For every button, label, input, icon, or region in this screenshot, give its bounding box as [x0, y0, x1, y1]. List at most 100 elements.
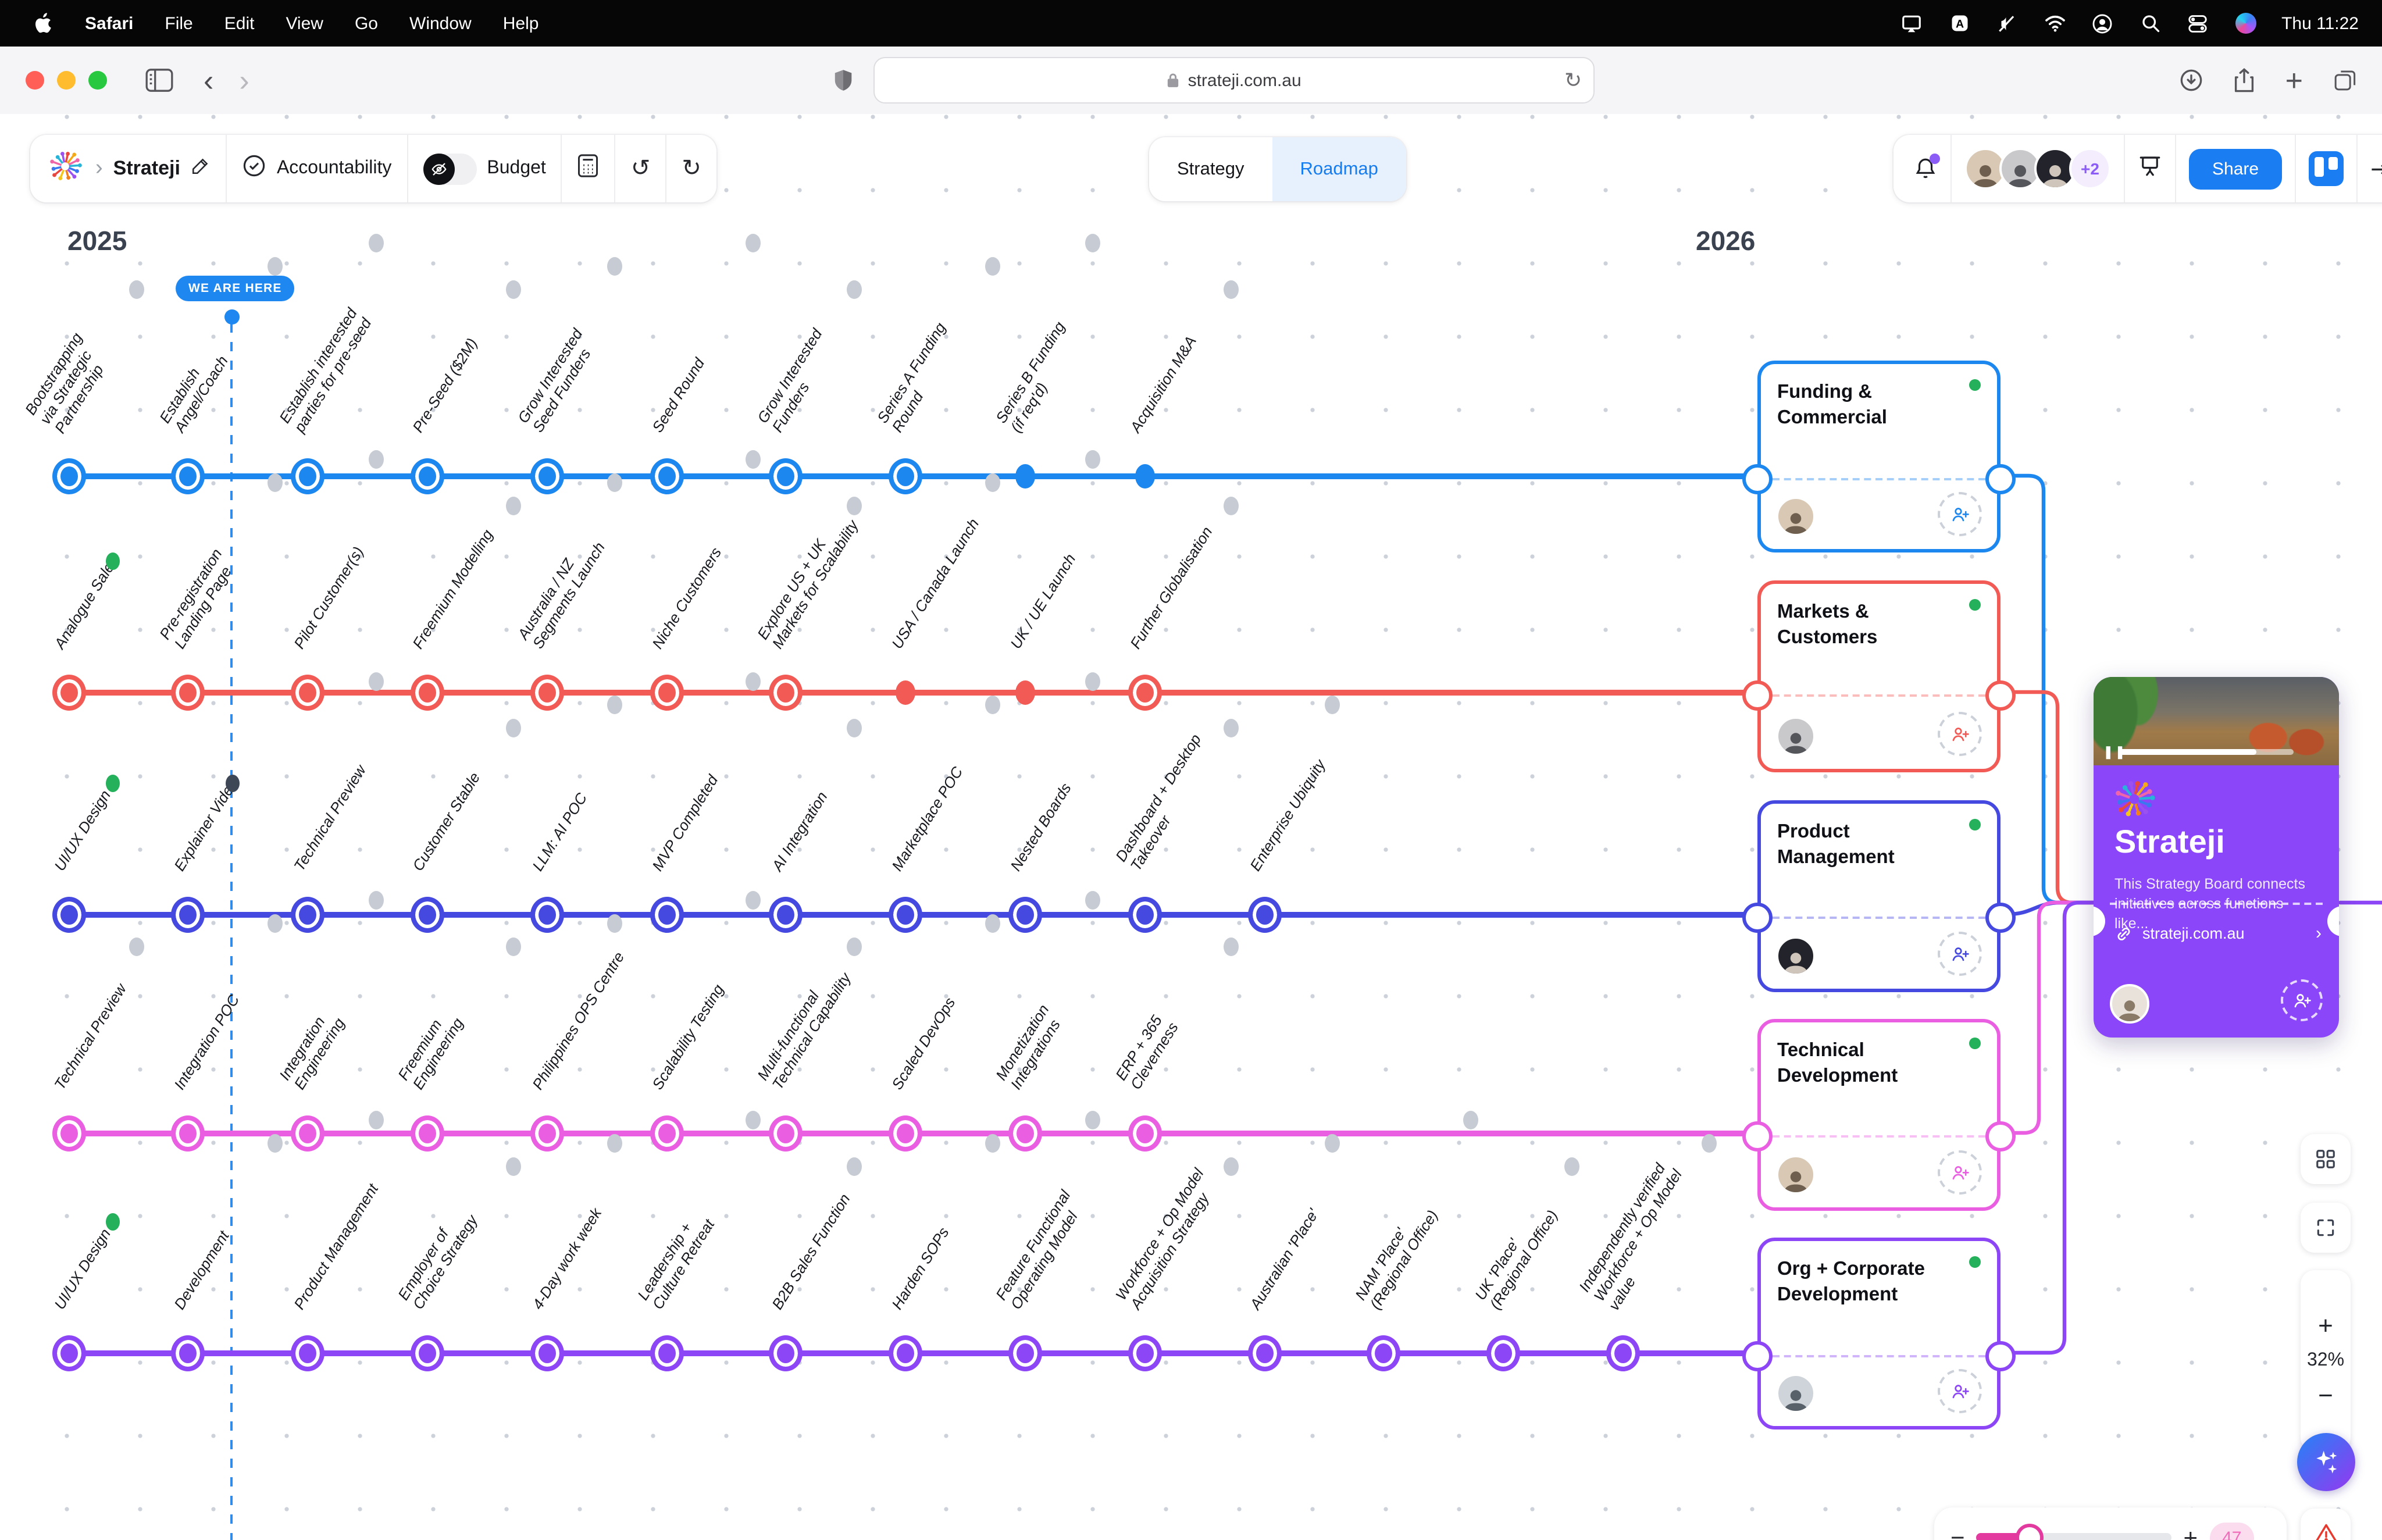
milestone-node[interactable] [896, 680, 916, 704]
milestone-label[interactable]: Acquisition M&A [1126, 333, 1200, 436]
mute-icon[interactable] [1995, 12, 2019, 35]
milestone-label[interactable]: Enterprise Ubiquity [1246, 756, 1329, 875]
wifi-icon[interactable] [2043, 12, 2066, 35]
forward-button[interactable]: › [239, 62, 249, 97]
milestone-node[interactable] [769, 896, 803, 932]
milestone-node[interactable] [889, 1115, 923, 1151]
milestone-label[interactable]: UI/UX Design [51, 1225, 115, 1313]
budget-label[interactable]: Budget [487, 158, 546, 178]
address-bar[interactable]: strateji.com.au ↻ [873, 57, 1595, 104]
milestone-node[interactable] [650, 896, 683, 932]
board-preview-card[interactable]: ❚❚ Strateji This Strategy Board connects… [2094, 677, 2339, 1038]
milestone-label[interactable]: Independently verified Workforce + Op Mo… [1575, 1160, 1686, 1313]
function-card[interactable]: Markets & Customers [1742, 580, 2016, 772]
milestone-node[interactable] [1008, 896, 1042, 932]
milestone-label[interactable]: 4-Day work week [529, 1205, 605, 1313]
share-icon[interactable] [2233, 67, 2255, 93]
milestone-label[interactable]: ERP + 365 Cleverness [1112, 1013, 1182, 1093]
trello-board-icon[interactable] [2309, 151, 2344, 186]
add-person-button[interactable] [1938, 712, 1982, 756]
milestone-node[interactable] [769, 674, 803, 710]
video-progress-bar[interactable] [2119, 749, 2294, 755]
milestone-label[interactable]: Employer of Choice Strategy [394, 1212, 482, 1313]
milestone-label[interactable]: Pre-Seed ($2M) [409, 335, 482, 436]
sidebar-toggle-icon[interactable] [145, 69, 173, 92]
milestone-label[interactable]: LLM: AI POC [529, 790, 591, 875]
milestone-label[interactable]: Seed Round [648, 355, 708, 436]
milestone-node[interactable] [291, 458, 325, 494]
milestone-label[interactable]: Establish interested parties for pre-see… [275, 305, 375, 436]
add-person-button[interactable] [1938, 1150, 1982, 1195]
warning-button[interactable] [2301, 1509, 2351, 1540]
input-source-icon[interactable]: A [1948, 12, 1971, 35]
menu-item-window[interactable]: Window [409, 13, 472, 33]
menu-item-help[interactable]: Help [502, 13, 539, 33]
milestone-label[interactable]: Integration Engineering [275, 1014, 348, 1093]
milestone-node[interactable] [650, 674, 683, 710]
milestone-node[interactable] [52, 1335, 85, 1371]
milestone-node[interactable] [52, 896, 85, 932]
milestone-label[interactable]: Niche Customers [648, 544, 725, 653]
milestone-node[interactable] [410, 1115, 444, 1151]
layout-grid-button[interactable] [2301, 1134, 2351, 1184]
we-are-here-badge[interactable]: WE ARE HERE [176, 276, 295, 301]
milestone-node[interactable] [769, 458, 803, 494]
milestone-label[interactable]: MVP Completed [648, 772, 722, 875]
fit-to-screen-button[interactable] [2301, 1203, 2351, 1253]
reload-icon[interactable]: ↻ [1564, 68, 1582, 91]
function-card[interactable]: Funding & Commercial [1742, 361, 2016, 552]
function-card[interactable]: Technical Development [1742, 1019, 2016, 1211]
avatar-group[interactable]: +2 [1952, 135, 2125, 202]
slider-plus-button[interactable]: + [2183, 1524, 2198, 1540]
downloads-icon[interactable] [2180, 69, 2203, 92]
milestone-node[interactable] [1606, 1335, 1640, 1371]
milestone-label[interactable]: Freemium Modelling [409, 526, 497, 653]
milestone-label[interactable]: USA / Canada Launch [887, 515, 982, 653]
milestone-node[interactable] [530, 458, 564, 494]
milestone-label[interactable]: Series B Funding (if req'd) [992, 319, 1069, 436]
milestone-node[interactable] [291, 1115, 325, 1151]
redo-icon[interactable]: ↻ [682, 156, 701, 181]
undo-icon[interactable]: ↺ [630, 156, 651, 181]
milestone-node[interactable] [650, 1115, 683, 1151]
milestone-label[interactable]: Explore US + UK Markets for Scalability [753, 517, 861, 653]
menu-item-file[interactable]: File [165, 13, 193, 33]
milestone-label[interactable]: Feature Functional Operating Model [992, 1187, 1082, 1313]
milestone-label[interactable]: B2B Sales Function [768, 1190, 854, 1313]
milestone-label[interactable]: Pre-registration Landing Page [155, 546, 235, 653]
milestone-node[interactable] [889, 1335, 923, 1371]
menu-item-go[interactable]: Go [354, 13, 378, 33]
roadmap-canvas[interactable]: 2025 2026 WE ARE HERE Bootstrapping via … [0, 114, 2382, 1540]
milestone-node[interactable] [171, 1115, 205, 1151]
milestone-node[interactable] [1247, 1335, 1281, 1371]
control-center-icon[interactable] [2186, 12, 2209, 35]
milestone-node[interactable] [410, 1335, 444, 1371]
timeline-slider[interactable] [1976, 1524, 2172, 1540]
menu-item-view[interactable]: View [286, 13, 323, 33]
milestone-label[interactable]: Leadership + Culture Retreat [634, 1216, 718, 1313]
milestone-node[interactable] [1128, 1115, 1162, 1151]
milestone-label[interactable]: Technical Preview [51, 981, 130, 1093]
milestone-node[interactable] [530, 1335, 564, 1371]
add-person-button[interactable] [1938, 492, 1982, 536]
board-name[interactable]: Strateji [113, 157, 180, 179]
ai-assistant-button[interactable] [2297, 1433, 2355, 1491]
milestone-node[interactable] [1128, 896, 1162, 932]
present-icon[interactable] [2138, 154, 2162, 184]
milestone-node[interactable] [1008, 1335, 1042, 1371]
milestone-node[interactable] [530, 674, 564, 710]
milestone-label[interactable]: Harden SOPs [887, 1224, 952, 1313]
milestone-label[interactable]: Scaled DevOps [887, 994, 958, 1093]
calculator-icon[interactable] [577, 154, 600, 184]
menu-item-edit[interactable]: Edit [224, 13, 255, 33]
milestone-label[interactable]: UK / UE Launch [1007, 551, 1080, 653]
milestone-label[interactable]: Series A Funding Round [873, 320, 949, 436]
popup-add-person-button[interactable] [2281, 979, 2323, 1021]
milestone-node[interactable] [1128, 674, 1162, 710]
milestone-label[interactable]: AI Integration [768, 789, 831, 875]
milestone-node[interactable] [410, 458, 444, 494]
tab-overview-icon[interactable] [2333, 69, 2356, 92]
slider-minus-button[interactable]: − [1950, 1524, 1965, 1540]
milestone-node[interactable] [1128, 1335, 1162, 1371]
milestone-node[interactable] [291, 674, 325, 710]
